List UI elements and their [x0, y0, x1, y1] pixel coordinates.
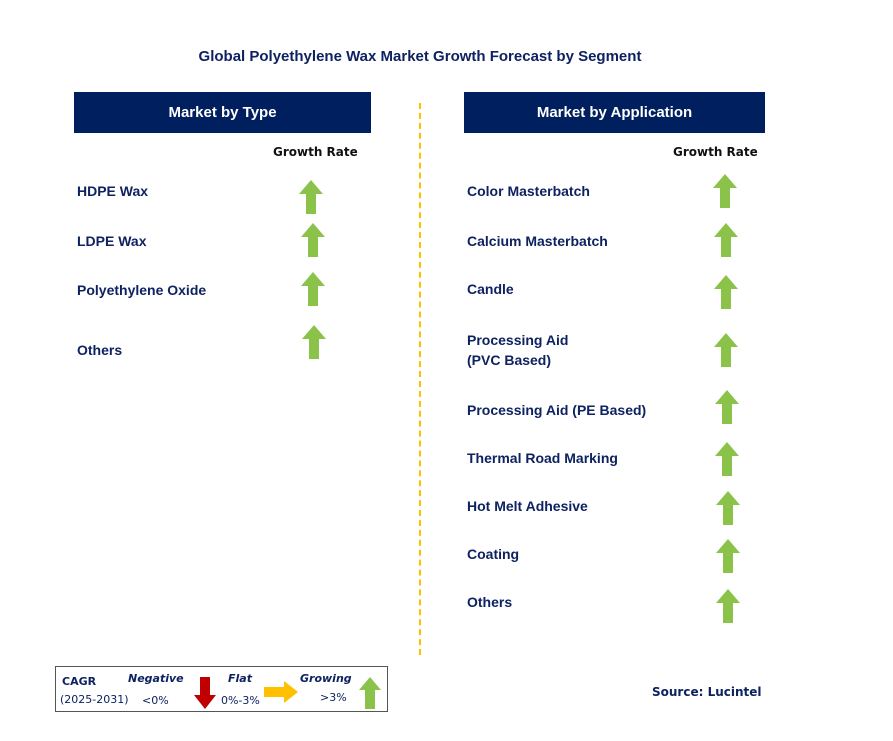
app-processing-aid-pvc-line2: (PVC Based) [467, 352, 552, 368]
legend-growing-range: >3% [320, 691, 347, 704]
app-hot-melt-adhesive: Hot Melt Adhesive [467, 498, 588, 514]
growing-arrow-icon [715, 442, 739, 476]
cagr-legend: CAGR (2025-2031) Negative <0% Flat 0%-3%… [55, 666, 388, 712]
app-thermal-road-marking: Thermal Road Marking [467, 450, 618, 466]
source-label: Source: Lucintel [652, 685, 762, 699]
type-others: Others [77, 342, 123, 358]
growing-arrow-icon [716, 539, 740, 573]
growing-arrow-icon [715, 390, 739, 424]
legend-negative: Negative [128, 672, 184, 685]
growing-arrow-icon [714, 333, 738, 367]
app-processing-aid-pvc: Processing Aid (PVC Based) [467, 330, 568, 370]
growing-arrow-icon [714, 223, 738, 257]
growing-arrow-icon [302, 325, 326, 359]
dashed-divider [419, 103, 421, 655]
app-color-masterbatch: Color Masterbatch [467, 183, 590, 199]
app-candle: Candle [467, 281, 514, 297]
legend-period: (2025-2031) [60, 693, 129, 706]
growing-arrow-icon [714, 275, 738, 309]
growing-arrow-icon [301, 223, 325, 257]
growing-arrow-icon [299, 180, 323, 214]
legend-flat-range: 0%-3% [221, 694, 260, 707]
growing-arrow-icon [301, 272, 325, 306]
legend-cagr: CAGR [62, 675, 97, 688]
growth-rate-label-left: Growth Rate [273, 145, 358, 159]
growing-arrow-icon [359, 677, 381, 709]
type-hdpe-wax: HDPE Wax [77, 183, 149, 199]
growing-arrow-icon [716, 589, 740, 623]
app-others: Others [467, 594, 513, 610]
legend-growing: Growing [300, 672, 352, 685]
type-polyethylene-oxide: Polyethylene Oxide [77, 282, 207, 298]
chart-title: Global Polyethylene Wax Market Growth Fo… [198, 48, 642, 65]
negative-arrow-icon [194, 677, 216, 709]
legend-negative-range: <0% [142, 694, 169, 707]
app-processing-aid-pvc-line1: Processing Aid [467, 332, 569, 348]
app-calcium-masterbatch: Calcium Masterbatch [467, 233, 608, 249]
market-by-application-header: Market by Application [464, 92, 765, 133]
type-ldpe-wax: LDPE Wax [77, 233, 147, 249]
growing-arrow-icon [716, 491, 740, 525]
flat-arrow-icon [264, 681, 298, 703]
app-processing-aid-pe: Processing Aid (PE Based) [467, 402, 647, 418]
app-coating: Coating [467, 546, 520, 562]
legend-flat: Flat [228, 672, 252, 685]
market-by-type-header: Market by Type [74, 92, 371, 133]
growing-arrow-icon [713, 174, 737, 208]
growth-rate-label-right: Growth Rate [673, 145, 758, 159]
